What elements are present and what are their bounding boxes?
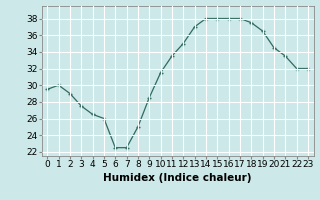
X-axis label: Humidex (Indice chaleur): Humidex (Indice chaleur) [103, 173, 252, 183]
